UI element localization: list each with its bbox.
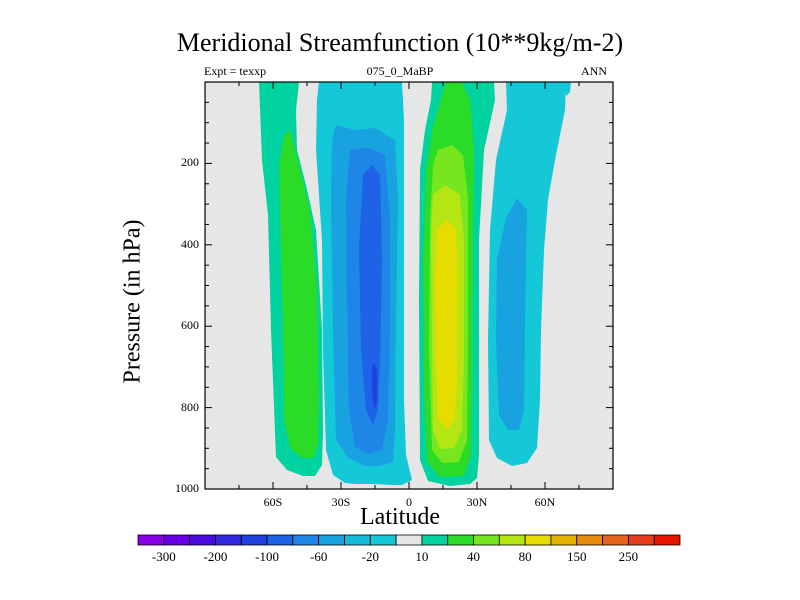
x-axis-label: Latitude [360, 504, 440, 530]
colorbar-label: 250 [618, 549, 639, 564]
contour-sh-blue-deepest [372, 362, 377, 410]
y-tick-label: 600 [181, 318, 199, 333]
colorbar-swatch [189, 534, 216, 546]
colorbar-swatch [524, 534, 552, 546]
colorbar [137, 534, 681, 546]
colorbar-swatch [653, 534, 681, 546]
colorbar-label: 10 [415, 549, 429, 564]
colorbar-swatch [421, 534, 449, 546]
axis-ticks [205, 82, 613, 490]
x-tick-label: 60S [263, 495, 283, 509]
colorbar-swatch [240, 534, 268, 546]
season-label: ANN [581, 64, 607, 78]
colorbar-swatch [215, 534, 242, 546]
contour-sh-blue-deep [359, 165, 382, 425]
colorbar-swatch [344, 534, 371, 546]
colorbar-label: -200 [203, 549, 228, 564]
colorbar-swatch [627, 534, 655, 546]
x-tick-label: 0 [406, 495, 412, 509]
colorbar-swatch [576, 534, 603, 546]
contour-nh-blue-core [496, 198, 527, 430]
colorbar-swatch [292, 534, 320, 546]
colorbar-swatch [395, 534, 423, 546]
colorbar-swatch [137, 534, 165, 546]
y-axis-label: Pressure (in hPa) [119, 219, 146, 384]
colorbar-label: -100 [255, 549, 279, 564]
colorbar-label: -60 [309, 549, 328, 564]
y-tick-label: 1000 [175, 481, 199, 495]
colorbar-swatch [369, 534, 397, 546]
colorbar-label: 150 [567, 549, 587, 564]
contour-sh-green-core [279, 130, 319, 458]
colorbar-swatch [266, 534, 294, 546]
experiment-label: Expt = texxp [204, 64, 267, 78]
contour-nh-yellow [435, 220, 458, 430]
y-tick-label: 400 [181, 236, 199, 251]
colorbar-label: -20 [361, 549, 379, 564]
colorbar-swatch [473, 534, 500, 546]
colorbar-swatch [602, 534, 629, 546]
chart-title: Meridional Streamfunction (10**9kg/m-2) [176, 28, 624, 57]
colorbar-swatch [550, 534, 578, 546]
y-tick-label: 200 [181, 155, 199, 170]
x-tick-label: 60N [534, 495, 556, 509]
colorbar-label: 80 [518, 549, 532, 564]
colorbar-swatch [447, 534, 474, 546]
colorbar-swatch [318, 534, 345, 546]
run-label: 075_0_MaBP [366, 64, 434, 78]
colorbar-label: -300 [151, 549, 176, 564]
contour-nh-blue-fleck [565, 82, 571, 96]
colorbar-swatch [498, 534, 526, 546]
y-tick-label: 800 [181, 399, 199, 414]
x-tick-label: 30N [466, 495, 488, 509]
x-tick-label: 30S [331, 495, 351, 509]
colorbar-label: 40 [467, 549, 481, 564]
colorbar-swatch [163, 534, 191, 546]
